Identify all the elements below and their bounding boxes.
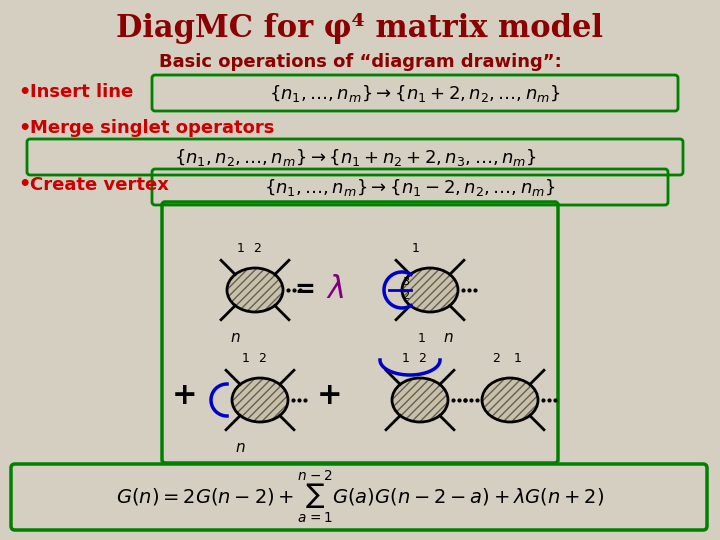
Ellipse shape: [227, 268, 283, 312]
Text: $G(n) = 2G(n-2) + \sum_{a=1}^{n-2} G(a)G(n-2-a) + \lambda G(n+2)$: $G(n) = 2G(n-2) + \sum_{a=1}^{n-2} G(a)G…: [116, 469, 604, 525]
Ellipse shape: [232, 378, 288, 422]
Text: 1: 1: [237, 241, 245, 254]
Text: DiagMC for φ⁴ matrix model: DiagMC for φ⁴ matrix model: [117, 12, 603, 44]
Text: $\{n_1,\ldots,n_m\} \rightarrow \{n_1-2, n_2,\ldots,n_m\}$: $\{n_1,\ldots,n_m\} \rightarrow \{n_1-2,…: [264, 177, 556, 198]
Text: 2: 2: [258, 352, 266, 365]
Text: 1: 1: [412, 241, 420, 254]
Text: 2: 2: [492, 352, 500, 365]
Text: n: n: [230, 330, 240, 346]
Text: Insert line: Insert line: [30, 83, 133, 101]
Text: +: +: [318, 381, 343, 409]
Text: 2: 2: [402, 291, 410, 301]
Text: $\lambda$: $\lambda$: [326, 275, 344, 305]
Text: •: •: [18, 83, 30, 102]
Ellipse shape: [402, 268, 458, 312]
Text: 1: 1: [418, 332, 426, 345]
Text: 1: 1: [514, 352, 522, 365]
Text: $\{n_1,\ldots,n_m\} \rightarrow \{n_1+2, n_2,\ldots,n_m\}$: $\{n_1,\ldots,n_m\} \rightarrow \{n_1+2,…: [269, 83, 561, 104]
Text: n: n: [235, 441, 245, 456]
Text: Merge singlet operators: Merge singlet operators: [30, 119, 274, 137]
Text: 2: 2: [418, 352, 426, 365]
Text: =: =: [295, 278, 325, 302]
Text: Basic operations of “diagram drawing”:: Basic operations of “diagram drawing”:: [158, 53, 562, 71]
Text: +: +: [172, 381, 198, 409]
Ellipse shape: [392, 378, 448, 422]
Text: Create vertex: Create vertex: [30, 176, 169, 194]
Text: 3: 3: [402, 277, 410, 287]
Text: n: n: [444, 330, 453, 346]
Text: •: •: [18, 118, 30, 138]
Ellipse shape: [482, 378, 538, 422]
Text: •: •: [18, 176, 30, 194]
Text: 2: 2: [253, 241, 261, 254]
Text: $\{n_1,n_2,\ldots,n_m\} \rightarrow \{n_1+n_2+2, n_3,\ldots,n_m\}$: $\{n_1,n_2,\ldots,n_m\} \rightarrow \{n_…: [174, 146, 536, 167]
Text: 1: 1: [242, 352, 250, 365]
Text: 1: 1: [402, 352, 410, 365]
